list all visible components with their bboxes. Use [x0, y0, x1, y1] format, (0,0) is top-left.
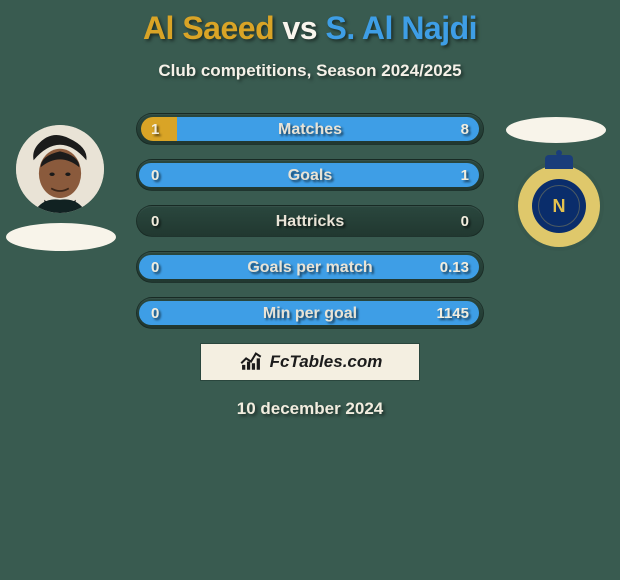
comparison-card: Al Saeed vs S. Al Najdi Club competition…	[0, 0, 620, 580]
crest-inner: N	[532, 179, 586, 233]
title-left-player: Al Saeed	[143, 10, 274, 46]
stat-value-right: 8	[461, 114, 469, 146]
stat-value-left: 1	[151, 114, 159, 146]
left-player-block	[16, 125, 116, 251]
avatar-placeholder-icon	[16, 125, 104, 213]
stat-value-left: 0	[151, 160, 159, 192]
stat-bar: 1Matches8	[136, 113, 484, 145]
stat-value-right: 0	[461, 206, 469, 238]
stat-label: Goals per match	[137, 252, 483, 284]
stat-bars: 1Matches80Goals10Hattricks00Goals per ma…	[136, 113, 484, 329]
right-ellipse-decor	[506, 117, 606, 143]
date-label: 10 december 2024	[0, 399, 620, 419]
page-title: Al Saeed vs S. Al Najdi	[0, 0, 620, 47]
right-player-block: N	[518, 165, 600, 247]
stat-value-right: 1	[461, 160, 469, 192]
crest-crown-icon	[545, 155, 573, 169]
main-content: N 1Matches80Goals10Hattricks00Goals per …	[0, 113, 620, 419]
watermark-chart-icon	[238, 347, 264, 378]
stat-value-left: 0	[151, 252, 159, 284]
stat-value-left: 0	[151, 206, 159, 238]
right-club-crest: N	[518, 165, 600, 247]
stat-value-right: 0.13	[440, 252, 469, 284]
stat-bar: 0Hattricks0	[136, 205, 484, 237]
stat-bar: 0Goals per match0.13	[136, 251, 484, 283]
stat-label: Min per goal	[137, 298, 483, 330]
stat-label: Hattricks	[137, 206, 483, 238]
left-player-avatar	[16, 125, 104, 213]
title-right-player: S. Al Najdi	[325, 10, 477, 46]
stat-value-left: 0	[151, 298, 159, 330]
subtitle: Club competitions, Season 2024/2025	[0, 61, 620, 81]
stat-label: Goals	[137, 160, 483, 192]
stat-value-right: 1145	[436, 298, 469, 330]
watermark-brand: FcTables.com	[270, 352, 383, 372]
stat-bar: 0Min per goal1145	[136, 297, 484, 329]
stat-bar: 0Goals1	[136, 159, 484, 191]
crest-letter: N	[553, 196, 566, 217]
stat-label: Matches	[137, 114, 483, 146]
title-vs: vs	[283, 10, 318, 46]
watermark: FcTables.com	[200, 343, 420, 381]
left-ellipse-decor	[6, 223, 116, 251]
